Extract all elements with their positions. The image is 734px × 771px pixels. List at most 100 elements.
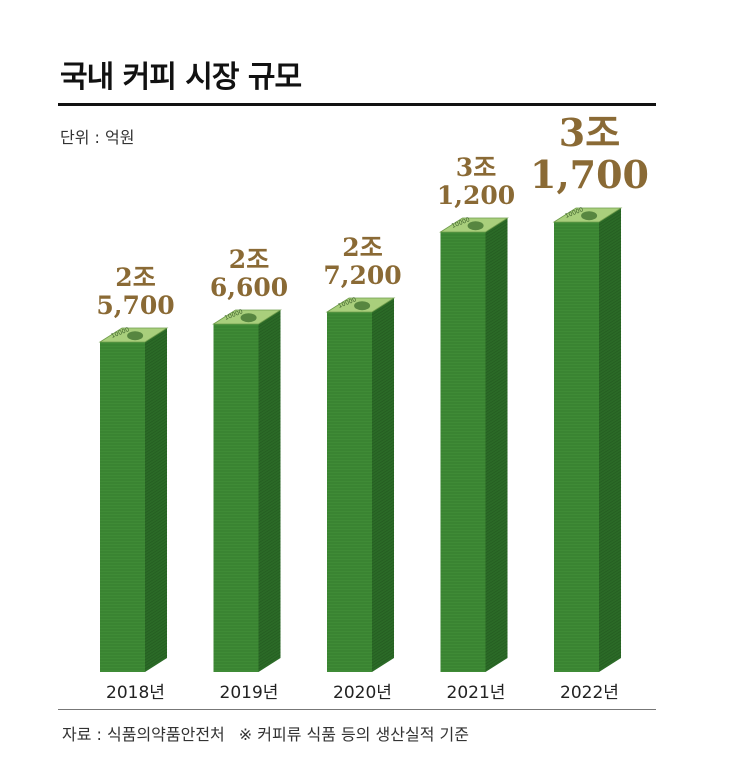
bill-portrait xyxy=(354,301,371,311)
bill-edge xyxy=(258,549,281,565)
bill-edge xyxy=(485,256,508,272)
bill-edge xyxy=(485,328,508,344)
bill-edge xyxy=(258,591,281,607)
footer: 자료 : 식품의약품안전처 ※ 커피류 식품 등의 생산실적 기준 xyxy=(62,721,469,745)
bill-edge xyxy=(144,468,168,484)
bill-edge xyxy=(258,459,281,475)
bill-edge xyxy=(485,331,508,347)
bill-edge xyxy=(371,468,395,484)
bill-edge xyxy=(598,630,622,646)
bill-edge xyxy=(598,474,622,490)
bill-edge xyxy=(258,312,281,328)
bill-edge xyxy=(598,321,622,337)
bill-edge xyxy=(485,514,508,530)
bill-edge xyxy=(371,429,395,445)
bill-edge xyxy=(598,258,622,274)
bill-edge xyxy=(598,645,622,661)
bill-edge xyxy=(144,420,168,436)
bill-edge xyxy=(258,561,281,577)
bill-edge xyxy=(485,370,508,386)
bill-edge xyxy=(144,651,168,667)
bill-edge xyxy=(485,475,508,491)
bill-edge xyxy=(598,363,622,379)
bill-edge xyxy=(485,556,508,572)
bill-edge xyxy=(258,465,281,481)
bill-edge xyxy=(144,609,168,625)
bill-edge xyxy=(144,510,168,526)
bill-edge xyxy=(258,543,281,559)
bill-edge xyxy=(144,417,168,433)
bill-edge xyxy=(371,339,395,355)
bill-edge xyxy=(371,567,395,583)
bill-edge xyxy=(598,231,622,247)
bill-edge xyxy=(485,547,508,563)
bill-edge xyxy=(144,486,168,502)
bill-edge xyxy=(258,393,281,409)
bill-edge xyxy=(598,588,622,604)
bill-edge xyxy=(258,612,281,628)
bill-edge xyxy=(258,540,281,556)
bill-edge xyxy=(598,240,622,256)
bill-edge xyxy=(485,646,508,662)
bill-edge xyxy=(598,228,622,244)
bill-edge xyxy=(144,507,168,523)
bill-edge xyxy=(258,501,281,517)
bill-edge xyxy=(485,520,508,536)
bill-edge xyxy=(371,591,395,607)
bill-edge xyxy=(258,477,281,493)
bill-edge xyxy=(598,408,622,424)
bill-edge xyxy=(598,261,622,277)
bill-edge xyxy=(598,558,622,574)
bill-edge xyxy=(144,492,168,508)
bill-edge xyxy=(485,232,508,248)
bill-edge xyxy=(371,570,395,586)
bill-edge xyxy=(485,595,508,611)
bill-edge xyxy=(485,376,508,392)
bill-edge xyxy=(485,304,508,320)
bill-edge xyxy=(258,366,281,382)
bill-edge xyxy=(598,276,622,292)
bill-edge xyxy=(258,555,281,571)
bill-edge xyxy=(258,336,281,352)
bill-edge xyxy=(371,372,395,388)
bill-portrait xyxy=(127,331,144,341)
bill-edge xyxy=(258,516,281,532)
bill-edge xyxy=(258,426,281,442)
bill-edge xyxy=(598,351,622,367)
bill-edge xyxy=(144,591,168,607)
bill-edge xyxy=(144,564,168,580)
data-label-value: 1,200 xyxy=(437,181,515,210)
bill-edge xyxy=(485,583,508,599)
bill-edge xyxy=(598,603,622,619)
bill-edge xyxy=(598,243,622,259)
bill-edge xyxy=(258,435,281,451)
bill-edge xyxy=(258,534,281,550)
bill-edge xyxy=(485,283,508,299)
bill-edge xyxy=(258,411,281,427)
bill-edge xyxy=(258,432,281,448)
bill-edge xyxy=(258,348,281,364)
bill-edge xyxy=(485,601,508,617)
bill-edge xyxy=(371,327,395,343)
bill-edge xyxy=(598,342,622,358)
bill-edge xyxy=(485,295,508,311)
bill-edge xyxy=(598,543,622,559)
bill-edge xyxy=(485,433,508,449)
bill-edge xyxy=(485,559,508,575)
bill-edge xyxy=(371,330,395,346)
bill-edge xyxy=(598,417,622,433)
bill-edge xyxy=(371,516,395,532)
bill-edge xyxy=(485,466,508,482)
bill-edge xyxy=(144,399,168,415)
bill-edge xyxy=(485,490,508,506)
bill-edge xyxy=(598,309,622,325)
bill-edge xyxy=(371,360,395,376)
bill-edge xyxy=(485,274,508,290)
bill-edge xyxy=(598,249,622,265)
bill-edge xyxy=(144,630,168,646)
bill-edge xyxy=(371,432,395,448)
bill-edge xyxy=(371,318,395,334)
bill-edge xyxy=(485,616,508,632)
bill-edge xyxy=(144,513,168,529)
bill-edge xyxy=(485,373,508,389)
